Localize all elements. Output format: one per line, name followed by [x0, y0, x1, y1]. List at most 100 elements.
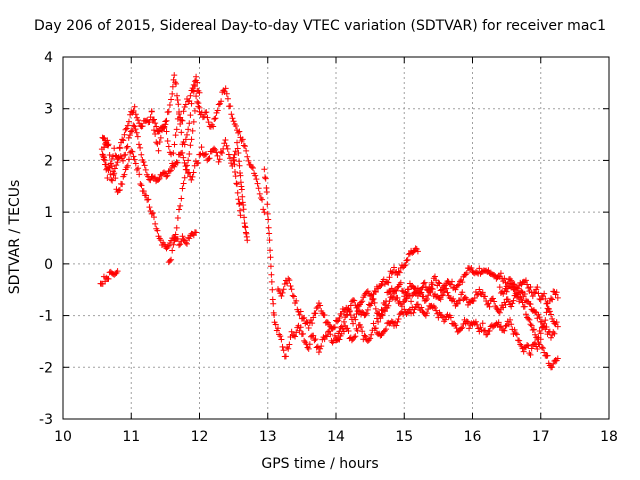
grid: [63, 57, 609, 419]
data-point: [185, 126, 192, 133]
data-point: [219, 149, 226, 156]
data-point: [265, 224, 272, 231]
data-point: [524, 281, 531, 288]
data-point: [270, 300, 277, 307]
data-point: [515, 285, 521, 292]
data-point: [431, 304, 438, 311]
data-point: [222, 136, 229, 143]
data-point: [140, 188, 147, 195]
data-point: [130, 153, 137, 160]
data-point: [301, 314, 308, 321]
data-point: [353, 310, 360, 317]
data-point: [216, 156, 223, 163]
data-point: [479, 289, 486, 296]
data-point: [479, 320, 486, 327]
data-point: [231, 169, 238, 176]
data-point: [339, 325, 346, 332]
data-point: [239, 136, 246, 143]
data-point: [268, 278, 275, 285]
data-point: [408, 298, 415, 305]
data-point: [454, 282, 461, 289]
data-point: [234, 145, 241, 152]
data-point: [161, 169, 168, 176]
data-point: [141, 162, 148, 169]
data-point: [126, 132, 133, 139]
data-point: [371, 288, 378, 295]
data-point: [125, 118, 132, 125]
data-point: [223, 142, 230, 149]
data-point: [501, 275, 508, 282]
data-point: [269, 286, 276, 293]
data-point: [157, 134, 164, 141]
data-point: [398, 287, 405, 294]
data-point: [437, 287, 444, 294]
data-point: [386, 298, 393, 305]
data-point: [163, 128, 170, 135]
data-point: [313, 344, 320, 351]
data-point: [414, 248, 421, 255]
data-point: [181, 174, 188, 181]
data-point: [527, 301, 534, 308]
data-point: [529, 327, 536, 334]
x-tick-label: 14: [327, 429, 345, 445]
data-point: [300, 330, 307, 337]
data-point: [381, 308, 388, 315]
data-point: [351, 334, 358, 341]
data-point: [185, 157, 192, 164]
data-point: [363, 310, 370, 317]
data-point: [427, 289, 434, 296]
data-point: [519, 299, 526, 306]
data-point: [282, 353, 289, 360]
data-point: [378, 311, 385, 318]
data-point: [267, 247, 274, 254]
data-point: [238, 186, 245, 193]
data-point: [132, 160, 139, 167]
data-point: [538, 324, 545, 331]
data-point: [124, 122, 131, 129]
data-point: [336, 315, 343, 322]
data-point: [424, 310, 430, 317]
data-point: [388, 293, 395, 300]
data-point: [527, 351, 534, 358]
data-point: [540, 323, 547, 330]
data-point: [463, 296, 470, 303]
data-point: [527, 284, 534, 291]
data-point: [232, 122, 239, 129]
data-point: [435, 279, 442, 286]
data-point: [194, 98, 201, 105]
data-point: [384, 279, 391, 286]
data-point: [131, 123, 138, 130]
data-point: [491, 272, 498, 279]
data-point: [267, 263, 274, 270]
y-tick-label: 2: [44, 153, 53, 169]
data-point: [549, 296, 556, 303]
data-point: [181, 103, 188, 110]
data-point: [264, 210, 271, 217]
data-point: [410, 309, 417, 316]
data-point: [205, 119, 212, 126]
x-tick-label: 12: [191, 429, 209, 445]
data-point: [235, 149, 242, 156]
data-point: [317, 345, 324, 352]
data-point: [169, 90, 176, 97]
data-point: [397, 279, 404, 286]
data-point: [239, 193, 246, 200]
data-point: [112, 175, 119, 182]
data-point: [262, 174, 269, 181]
data-point: [252, 172, 259, 179]
data-point: [194, 79, 201, 86]
x-tick-label: 17: [532, 429, 550, 445]
data-point: [187, 142, 194, 149]
data-point: [112, 152, 119, 159]
data-point: [131, 103, 138, 110]
data-point: [532, 308, 539, 315]
data-point: [540, 345, 547, 352]
data-point: [489, 295, 496, 302]
data-point: [414, 285, 421, 292]
data-point: [414, 301, 421, 308]
data-point: [510, 285, 517, 292]
data-point: [420, 280, 427, 287]
data-point: [125, 134, 132, 141]
data-point: [232, 173, 239, 180]
data-point: [305, 345, 312, 352]
